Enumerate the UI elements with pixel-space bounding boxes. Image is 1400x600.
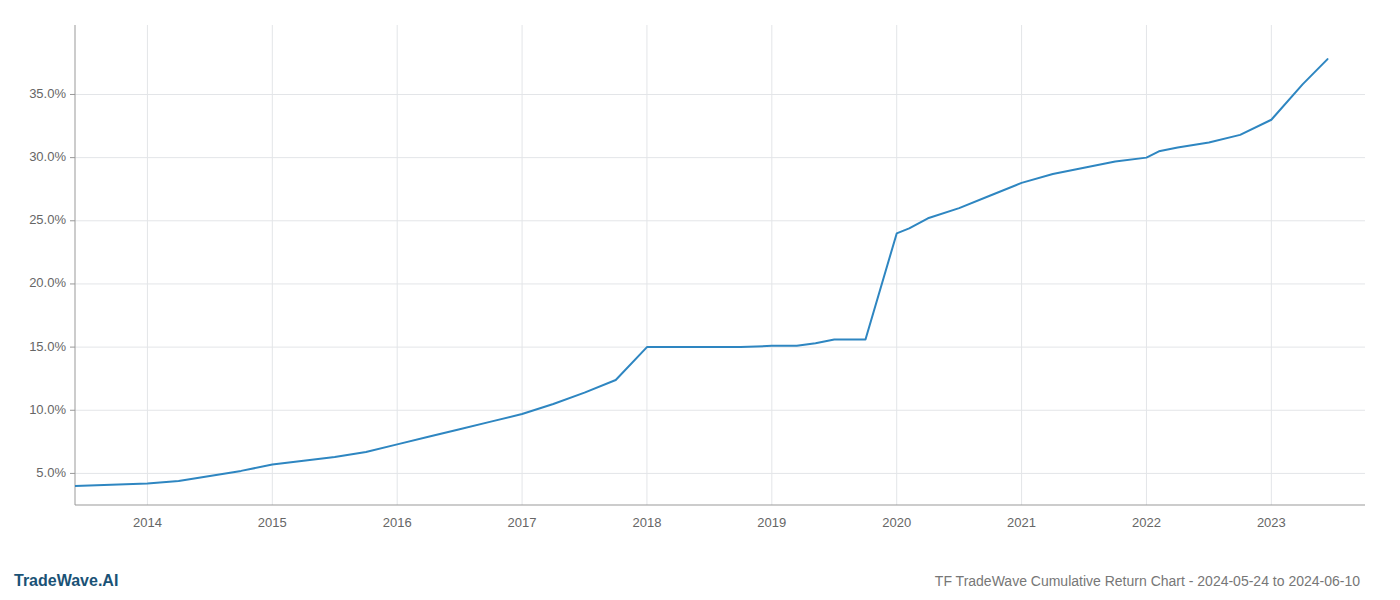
x-grid-line <box>522 25 523 505</box>
x-grid-line <box>896 25 897 505</box>
y-grid-line <box>75 94 1365 95</box>
y-axis-line <box>75 25 76 505</box>
x-tick-label: 2015 <box>258 515 287 530</box>
title: TF TradeWave Cumulative Return Chart - 2… <box>935 573 1360 589</box>
x-tick-label: 2019 <box>757 515 786 530</box>
x-tick-label: 2023 <box>1257 515 1286 530</box>
x-tick-label: 2022 <box>1132 515 1161 530</box>
x-tick-label: 2018 <box>632 515 661 530</box>
y-tick <box>70 220 75 221</box>
x-tick-label: 2014 <box>133 515 162 530</box>
x-tick-label: 2016 <box>383 515 412 530</box>
y-grid-line <box>75 410 1365 411</box>
plot-area <box>75 59 1328 486</box>
grid <box>75 25 1365 505</box>
y-tick <box>70 347 75 348</box>
y-grid-line <box>75 473 1365 474</box>
x-grid-line <box>771 25 772 505</box>
x-grid-line <box>147 25 148 505</box>
x-grid-line <box>1271 25 1272 505</box>
y-tick <box>70 283 75 284</box>
x-tick-label: 2021 <box>1007 515 1036 530</box>
y-tick-label: 10.0% <box>29 402 66 417</box>
y-tick <box>70 410 75 411</box>
y-tick <box>70 157 75 158</box>
x-grid-line <box>1146 25 1147 505</box>
axes: 5.0% 10.0% 15.0% 20.0% 25.0% 30.0% 35.0% 2014 20… <box>29 25 1365 530</box>
y-grid-line <box>75 220 1365 221</box>
x-tick-label: 2020 <box>882 515 911 530</box>
chart: 5.0% 10.0% 15.0% 20.0% 25.0% 30.0% 35.0% 2014 20… <box>0 0 1400 600</box>
y-grid-line <box>75 283 1365 284</box>
x-grid-line <box>646 25 647 505</box>
data-line <box>75 59 1328 486</box>
y-tick <box>70 94 75 95</box>
x-axis-line <box>75 505 1365 506</box>
x-grid-line <box>397 25 398 505</box>
y-tick-label: 20.0% <box>29 275 66 290</box>
y-tick-label: 25.0% <box>29 212 66 227</box>
y-tick <box>70 473 75 474</box>
x-grid-line <box>1021 25 1022 505</box>
y-tick-label: 35.0% <box>29 86 66 101</box>
y-tick-label: 15.0% <box>29 339 66 354</box>
y-tick-label: 30.0% <box>29 149 66 164</box>
y-tick-label: 5.0% <box>36 465 66 480</box>
x-grid-line <box>272 25 273 505</box>
y-grid-line <box>75 157 1365 158</box>
watermark: TradeWave.AI <box>14 572 118 589</box>
x-tick-label: 2017 <box>508 515 537 530</box>
